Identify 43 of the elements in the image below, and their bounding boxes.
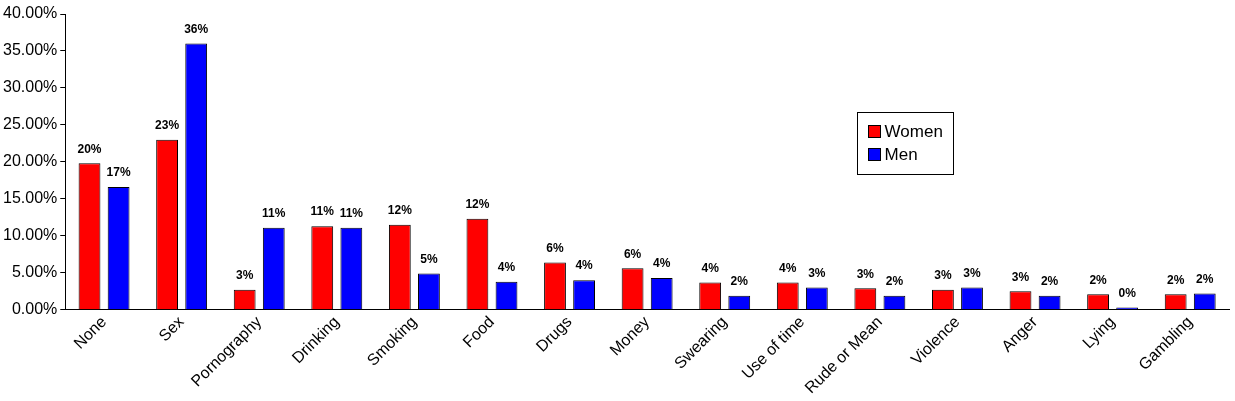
y-tick-label: 30.00%	[3, 78, 58, 96]
data-label: 3%	[808, 265, 826, 280]
y-tick-label: 25.00%	[3, 115, 58, 133]
data-label: 3%	[934, 268, 952, 283]
data-label: 2%	[1040, 273, 1059, 288]
data-label: 4%	[779, 260, 797, 275]
data-label: 2%	[1089, 272, 1108, 287]
data-label: 11%	[310, 204, 335, 219]
data-label: 20%	[77, 141, 102, 156]
data-label: 6%	[623, 246, 642, 261]
data-label: 3%	[856, 266, 875, 281]
y-tick-label: 40.00%	[3, 4, 58, 22]
y-tick-label: 35.00%	[3, 41, 58, 59]
data-label: 11%	[339, 205, 364, 220]
y-tick-label: 5.00%	[11, 263, 58, 281]
data-label: 11%	[262, 205, 286, 220]
data-label: 6%	[546, 240, 565, 255]
y-tick-label: 15.00%	[3, 189, 58, 207]
data-label: 12%	[387, 203, 413, 218]
legend-label: Women	[884, 121, 943, 142]
data-label: 17%	[106, 165, 131, 180]
data-label: 0%	[1118, 285, 1137, 300]
data-label: 2%	[1166, 272, 1185, 287]
data-label: 4%	[497, 259, 516, 274]
data-label: 23%	[155, 118, 180, 132]
data-label: 3%	[1011, 269, 1030, 284]
data-label: 4%	[701, 260, 720, 275]
data-label: 36%	[184, 21, 209, 36]
data-label: 2%	[885, 273, 904, 288]
data-label: 12%	[465, 197, 490, 212]
x-tick-label: Sex	[155, 312, 187, 345]
y-tick-label: 10.00%	[3, 226, 58, 244]
legend-label: Men	[884, 144, 918, 165]
data-label: 4%	[575, 258, 594, 273]
y-tick-label: 0.00%	[11, 300, 58, 318]
data-label: 2%	[730, 273, 749, 288]
data-label: 2%	[1196, 271, 1214, 286]
data-label: 5%	[420, 251, 438, 266]
data-label: 4%	[653, 256, 671, 271]
data-label: 3%	[963, 265, 982, 280]
y-tick-label: 20.00%	[3, 152, 58, 170]
x-tick-label: Use of time	[738, 312, 808, 382]
data-label: 3%	[236, 268, 254, 283]
